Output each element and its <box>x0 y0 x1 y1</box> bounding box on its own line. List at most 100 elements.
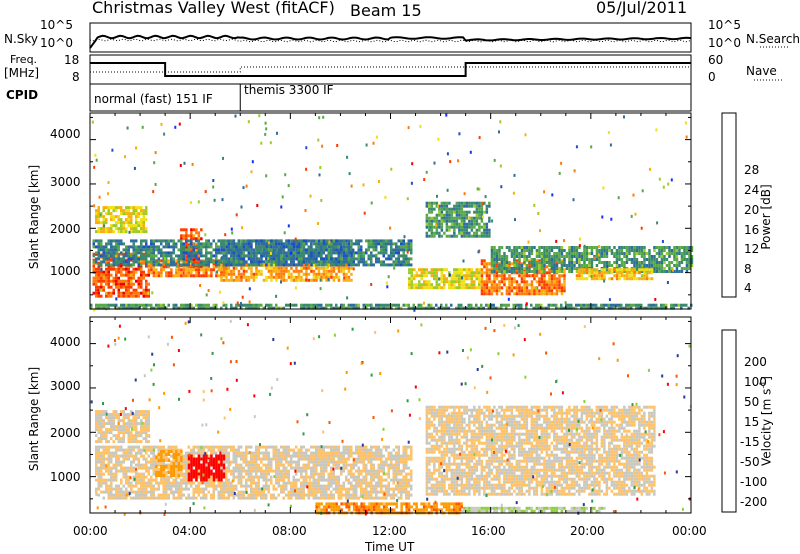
heatmap-cell <box>337 248 341 252</box>
heatmap-cell <box>638 264 641 267</box>
heatmap-cell <box>115 239 118 243</box>
heatmap-cell <box>110 215 113 219</box>
heatmap-cell <box>325 242 328 246</box>
heatmap-cell <box>277 306 280 310</box>
heatmap-cell <box>150 448 153 452</box>
heatmap-cell <box>448 286 451 290</box>
heatmap-cell <box>628 268 631 272</box>
heatmap-cell <box>140 242 143 246</box>
heatmap-cell <box>115 276 118 280</box>
heatmap-cell <box>272 266 276 270</box>
heatmap-cell <box>217 490 220 494</box>
heatmap-cell <box>495 258 499 261</box>
heatmap-cell <box>127 469 130 473</box>
heatmap-cell <box>112 466 115 470</box>
heatmap-cell <box>220 266 223 270</box>
heatmap-cell <box>187 257 190 261</box>
heatmap-cell <box>402 239 405 243</box>
heatmap-cell <box>610 268 614 272</box>
heatmap-cell <box>220 481 223 485</box>
heatmap-cell <box>590 252 594 255</box>
heatmap-cell <box>565 303 568 307</box>
heatmap-cell <box>475 204 479 208</box>
heatmap-cell <box>635 264 639 267</box>
heatmap-cell <box>195 237 198 241</box>
heatmap-cell <box>202 306 205 310</box>
heatmap-cell <box>215 484 218 488</box>
heatmap-cell <box>145 306 148 310</box>
heatmap-cell <box>532 306 535 310</box>
heatmap-cell <box>292 254 296 258</box>
heatmap-cell <box>550 261 554 264</box>
heatmap-cell <box>315 306 318 310</box>
heatmap-cell <box>443 283 446 287</box>
heatmap-cell <box>192 254 195 258</box>
heatmap-cell <box>187 271 191 275</box>
heatmap-cell <box>433 201 436 205</box>
heatmap-cell <box>225 496 228 500</box>
heatmap-cell <box>127 285 130 289</box>
heatmap-cell <box>555 270 559 273</box>
heatmap-cell <box>232 490 235 494</box>
heatmap-cell <box>543 261 546 264</box>
heatmap-cell <box>115 460 118 464</box>
heatmap-cell <box>130 306 133 310</box>
heatmap-cell <box>140 282 143 286</box>
heatmap-cell <box>508 280 511 284</box>
heatmap-cell <box>142 463 145 467</box>
heatmap-cell <box>310 269 313 273</box>
heatmap-cell <box>267 275 271 279</box>
heatmap-cell <box>515 280 519 284</box>
heatmap-cell <box>665 252 669 255</box>
heatmap-cell <box>185 460 188 464</box>
heatmap-cell <box>620 252 624 255</box>
heatmap-cell <box>217 445 220 449</box>
heatmap-cell <box>112 254 115 258</box>
heatmap-cell <box>262 254 266 258</box>
heatmap-speck <box>482 202 485 206</box>
heatmap-cell <box>195 496 198 500</box>
heatmap-cell <box>558 249 561 252</box>
heatmap-cell <box>127 445 130 449</box>
heatmap-cell <box>150 478 153 482</box>
heatmap-cell <box>102 276 105 280</box>
heatmap-cell <box>520 267 524 270</box>
heatmap-cell <box>402 260 405 264</box>
heatmap-cell <box>633 246 636 249</box>
heatmap-cell <box>418 283 421 287</box>
heatmap-cell <box>347 242 351 246</box>
heatmap-cell <box>558 261 561 264</box>
heatmap-cell <box>102 209 105 213</box>
heatmap-cell <box>350 254 353 258</box>
heatmap-cell <box>300 278 303 282</box>
heatmap-cell <box>250 242 253 246</box>
heatmap-cell <box>375 260 378 264</box>
heatmap-cell <box>643 268 646 272</box>
heatmap-cell <box>443 207 446 211</box>
heatmap-cell <box>352 251 355 255</box>
heatmap-cell <box>202 263 205 267</box>
heatmap-cell <box>160 248 163 252</box>
heatmap-cell <box>192 268 196 272</box>
heatmap-cell <box>142 496 145 500</box>
heatmap-cell <box>260 257 263 261</box>
heatmap-cell <box>355 239 358 243</box>
heatmap-cell <box>122 212 125 216</box>
heatmap-cell <box>623 261 626 264</box>
heatmap-cell <box>592 303 595 307</box>
heatmap-cell <box>297 245 301 249</box>
heatmap-cell <box>370 257 373 261</box>
heatmap-cell <box>637 303 640 307</box>
heatmap-cell <box>428 271 431 275</box>
heatmap-cell <box>95 257 98 261</box>
heatmap-cell <box>272 239 275 243</box>
heatmap-cell <box>595 268 599 272</box>
heatmap-cell <box>205 242 208 246</box>
heatmap-cell <box>200 260 203 264</box>
heatmap-cell <box>272 251 276 255</box>
heatmap-cell <box>392 260 395 264</box>
heatmap-cell <box>235 242 238 246</box>
heatmap-cell <box>648 255 651 258</box>
heatmap-cell <box>270 303 273 307</box>
heatmap-cell <box>120 251 123 255</box>
